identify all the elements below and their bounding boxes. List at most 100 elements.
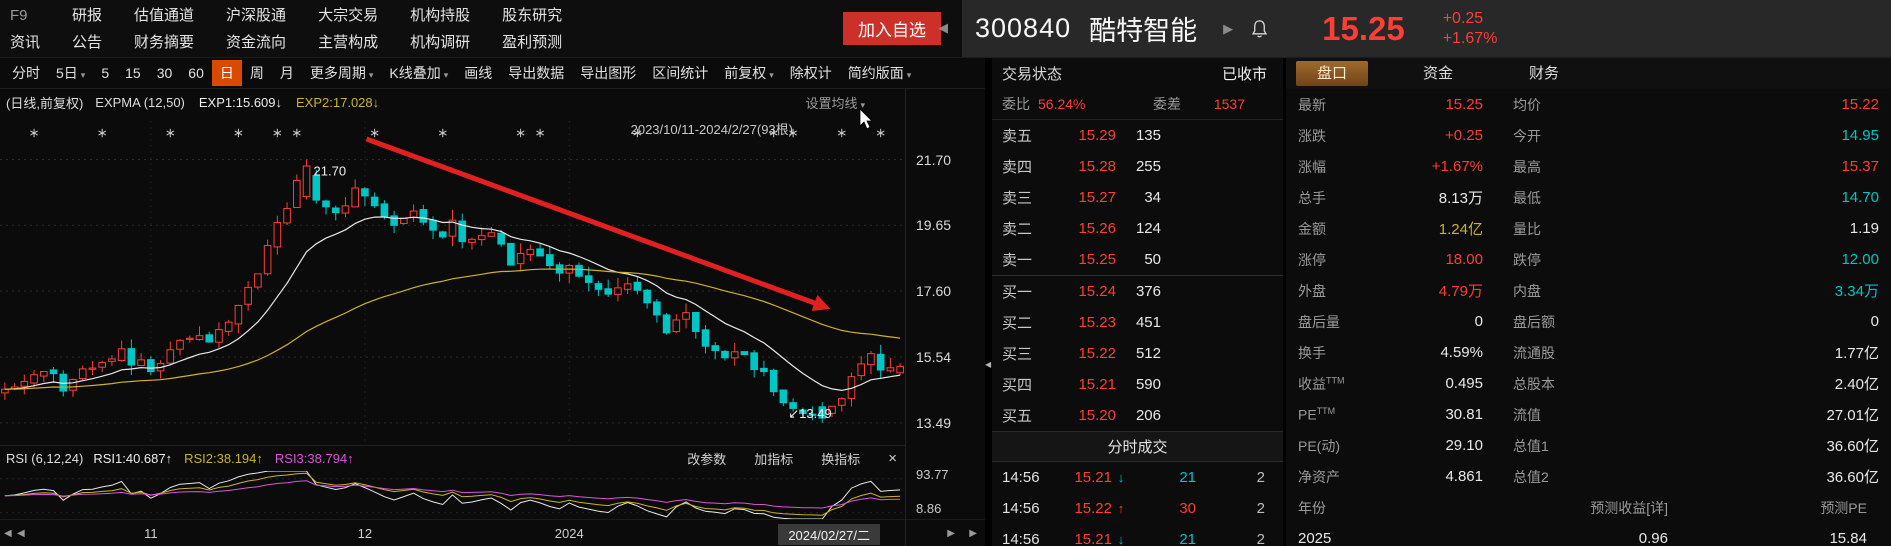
rsi-chart[interactable] [0,471,905,519]
toolbar-item-active[interactable]: 日 [211,60,242,86]
toolbar-item[interactable]: 分时 [12,65,40,81]
toolbar-item[interactable]: 除权计 [789,65,832,81]
event-marker-icon[interactable] [273,128,282,138]
orderbook-price: 15.26 [1078,220,1116,237]
toolbar-item[interactable]: K线叠加 ▾ [389,65,449,81]
toolbar-item[interactable]: 5 [101,65,110,81]
chevron-down-icon: ▾ [769,70,774,80]
scroll-right-icon[interactable]: ▶ [969,528,977,539]
toolbar-item[interactable]: 画线 [464,65,493,81]
price-axis-label: 21.70 [916,151,952,168]
stat-value: 4.79万 [1438,283,1483,300]
collapse-arrow-icon[interactable]: ◀ [985,360,992,369]
indicator-button[interactable]: 改参数 [687,452,727,467]
menu-item[interactable]: 盈利预测 [502,33,563,51]
toolbar-item[interactable]: 60 [188,65,204,81]
event-marker-icon[interactable] [370,128,379,138]
event-marker-icon[interactable] [292,128,301,138]
stats-row: PE(动) 29.10 总值1 36.60亿 [1286,430,1891,461]
stat-pair: 最低 14.70 [1513,188,1879,208]
ratio-value: 56.24% [1038,96,1086,112]
stats-tab[interactable]: 盘口 [1296,61,1368,86]
rsi3-value: RSI3:38.794↑ [274,451,354,466]
next-stock-arrow[interactable]: ▶ [1223,20,1234,36]
event-marker-icon[interactable] [234,128,243,138]
event-marker-icon[interactable] [837,128,846,138]
event-marker-icon[interactable] [516,128,525,138]
stat-label: 外盘 [1298,282,1326,299]
rsi2-value: RSI2:38.194↑ [184,451,263,466]
menu-item[interactable]: 沪深股通 [226,6,287,24]
chart-area[interactable]: 21.70 ↙13.49 (日线,前复权) EXPMA (12,50) EXP1:… [0,89,985,546]
menu-item[interactable]: 资金流向 [226,33,287,51]
toolbar-item[interactable]: 30 [156,65,173,81]
event-marker-icon[interactable] [876,128,885,138]
diff-label: 委差 [1153,96,1181,112]
menu-item[interactable]: 机构调研 [410,33,471,51]
event-marker-icon[interactable] [166,128,175,138]
menu-item[interactable]: 资讯 [10,33,41,51]
stat-label: 最新 [1298,96,1326,113]
orderbook-level-label: 买一 [1002,284,1033,301]
toolbar-item[interactable]: 月 [279,65,294,81]
menu-item[interactable]: 估值通道 [134,6,195,24]
menu-item[interactable]: 公告 [72,33,103,51]
toolbar-item[interactable]: 前复权 ▾ [724,65,774,81]
time-axis: ◀ ◀ 2024/02/27/二 ▶ ▶ 11 12 2024 [0,519,985,546]
scroll-left-icon[interactable]: ◀ [4,528,12,539]
toolbar-item[interactable]: 5日 ▾ [56,65,86,81]
time-sales-header[interactable]: 分时成交 [992,431,1283,462]
menu-item[interactable]: 股东研究 [502,6,563,24]
event-marker-icon[interactable] [98,128,107,138]
menu-item[interactable]: 研报 [72,6,103,24]
event-marker-icon[interactable] [633,128,642,138]
toolbar-item[interactable]: 导出数据 [508,65,565,81]
toolbar-item[interactable]: 简约版面 ▾ [847,65,912,81]
event-marker-icon[interactable] [536,128,544,138]
stat-value: 4.59% [1440,344,1483,361]
menu-item[interactable]: 主营构成 [318,33,379,51]
trend-arrow[interactable] [365,136,816,306]
menu-item[interactable]: 大宗交易 [318,6,379,24]
indicator-button[interactable]: 换指标 [821,452,861,467]
x-axis-tick: 11 [144,526,158,541]
toolbar-item[interactable]: 区间统计 [652,65,709,81]
stats-rows: 最新 15.25 均价 15.22 涨跌 +0.25 今开 14.95 涨幅 +1.67% 最高 15… [1286,89,1891,492]
indicator-button[interactable]: 加指标 [754,452,794,467]
event-marker-icon[interactable] [769,128,778,138]
trade-status-row: 交易状态 已收市 [992,58,1283,89]
menu-item[interactable]: F9 [10,6,28,24]
stat-pair: 收益TTM 0.495 [1298,374,1483,394]
menu-item[interactable]: 机构持股 [410,6,471,24]
stat-label: 盘后量 [1298,313,1340,330]
add-watchlist-button[interactable]: 加入自选 [843,12,941,45]
event-marker-icon[interactable] [30,128,38,138]
main-candlestick-chart[interactable]: 21.70 ↙13.49 [0,89,905,445]
toolbar-item[interactable]: 15 [125,65,141,81]
rsi-line [4,471,901,519]
stats-tab[interactable]: 财务 [1528,65,1559,82]
stat-label: 最高 [1513,158,1541,175]
menu-item[interactable]: 财务摘要 [134,33,195,51]
stat-value: 14.95 [1841,127,1879,144]
orderbook-volume: 512 [1135,345,1161,362]
panel-splitter[interactable]: ◀ [985,58,992,546]
price-axis-label: 15.54 [916,349,952,366]
stats-tab[interactable]: 资金 [1422,65,1453,82]
alert-bell-icon[interactable] [1249,18,1270,40]
ma-settings-button[interactable]: 设置均线 ▾ [805,93,865,112]
toolbar-item[interactable]: 周 [249,65,264,81]
quote-stats-panel: 盘口 资金 财务 最新 15.25 均价 15.22 涨跌 +0.25 今开 14.95 涨幅 +1.… [1283,58,1891,546]
chart-column: 分时 5日 ▾ 5 15 30 60 日周月更多周期 ▾ K线叠加 ▾ 画线 导出数据 导出图形 区间统计前… [0,58,985,546]
stats-row: 收益TTM 0.495 总股本 2.40亿 [1286,368,1891,399]
orderbook-row: 卖三 15.27 34 [992,182,1283,213]
event-marker-icon[interactable] [789,128,797,138]
prev-stock-arrow[interactable]: ◀ [938,20,948,35]
close-icon[interactable]: × [888,450,897,467]
scroll-left-icon[interactable]: ◀ [17,528,25,539]
toolbar-item[interactable]: 导出图形 [580,65,637,81]
toolbar-item[interactable]: 更多周期 ▾ [309,65,374,81]
event-marker-icon[interactable] [438,128,447,138]
scroll-right-icon[interactable]: ▶ [947,528,955,539]
stat-value: 30.81 [1445,406,1483,423]
